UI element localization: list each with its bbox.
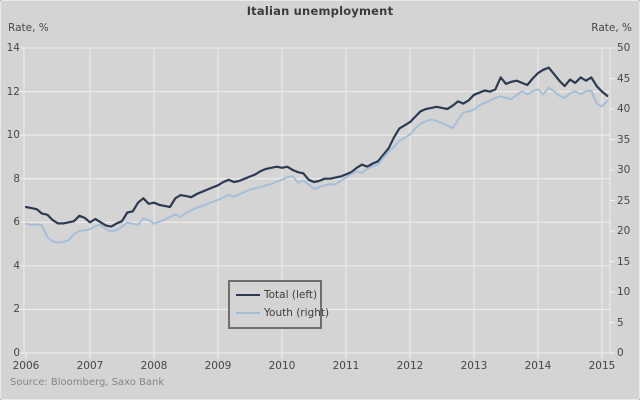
left-axis-tick-label: 2	[13, 303, 20, 316]
left-axis-tick-label: 0	[13, 347, 20, 359]
chart-title: Italian unemployment	[246, 4, 394, 18]
x-axis-tick-label: 2009	[204, 360, 232, 372]
right-axis-tick-label: 35	[617, 133, 631, 146]
left-axis-tick-label: 4	[13, 259, 20, 272]
x-axis-tick-label: 2006	[12, 360, 40, 372]
youth-line-swatch-icon	[236, 312, 260, 314]
youth-line	[25, 86, 609, 244]
legend-box: Total (left) Youth (right)	[228, 280, 329, 329]
x-axis-tick-label: 2010	[268, 360, 296, 372]
total-line-swatch-icon	[236, 294, 260, 296]
left-axis-tick-label: 10	[6, 129, 20, 142]
right-axis-tick-label: 40	[617, 103, 631, 115]
legend-item-youth: Youth (right)	[236, 304, 329, 322]
legend-label-youth: Youth (right)	[264, 307, 330, 319]
x-axis-tick-label: 2015	[588, 360, 616, 372]
source-caption: Source: Bloomberg, Saxo Bank	[10, 377, 165, 388]
right-axis-tick-label: 15	[617, 255, 631, 268]
x-axis-tick-label: 2008	[140, 360, 168, 372]
x-axis-tick-label: 2007	[76, 360, 104, 372]
left-axis-tick-label: 12	[6, 85, 20, 98]
x-axis-tick-label: 2013	[460, 360, 488, 372]
right-axis-tick-label: 25	[617, 194, 631, 207]
left-axis-tick-label: 14	[6, 42, 20, 54]
x-axis-tick-label: 2012	[396, 360, 424, 372]
right-axis-unit-label: Rate, %	[591, 22, 632, 34]
left-axis-unit-label: Rate, %	[8, 22, 49, 34]
right-axis-tick-label: 30	[617, 164, 631, 176]
left-axis-tick-label: 8	[13, 172, 20, 185]
right-axis-tick-label: 0	[617, 347, 624, 359]
right-axis-tick-label: 10	[617, 286, 631, 298]
right-axis-tick-label: 5	[617, 316, 624, 329]
x-axis-tick-label: 2014	[524, 360, 552, 372]
x-axis-tick-label: 2011	[332, 360, 360, 372]
left-axis-tick-label: 6	[13, 216, 20, 229]
legend-item-total: Total (left)	[236, 286, 318, 304]
total-line	[24, 66, 609, 228]
right-axis-tick-label: 20	[617, 225, 631, 237]
legend-label-total: Total (left)	[264, 289, 318, 301]
right-axis-tick-label: 45	[617, 72, 631, 85]
right-axis-tick-label: 50	[617, 42, 631, 54]
